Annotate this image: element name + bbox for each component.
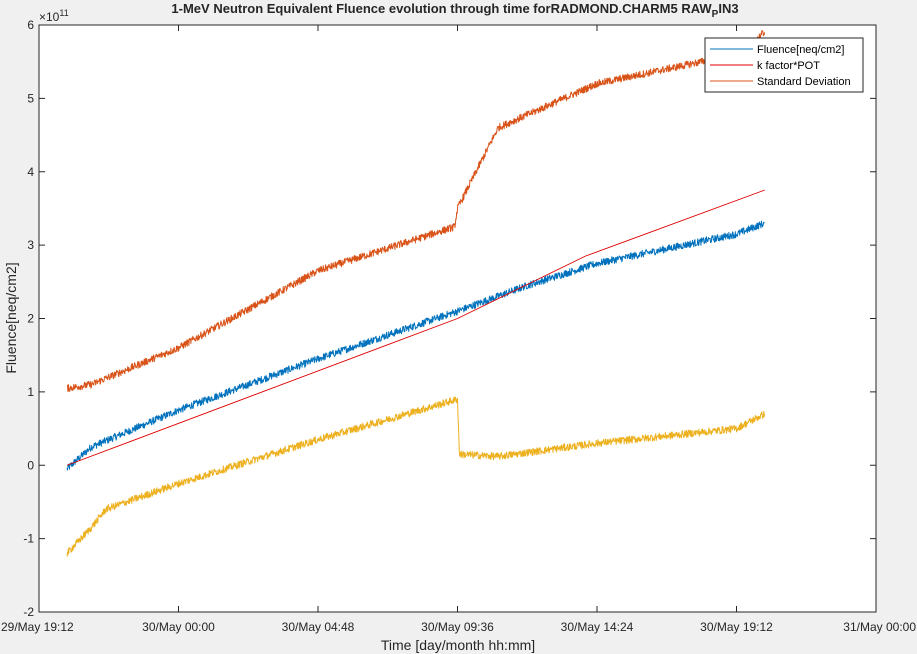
y-tick-label: -1 bbox=[23, 532, 34, 546]
y-tick-label: 5 bbox=[27, 91, 34, 105]
axis-layer: -2 -1 0 1 2 3 4 5 6 29/May 19:12 30/May 00:00 30/Ma… bbox=[1, 18, 916, 634]
series-line-3 bbox=[66, 30, 766, 392]
y-axis-label: Fluence[neq/cm2] bbox=[3, 262, 19, 373]
chart-title-tail: IN3 bbox=[718, 1, 738, 16]
x-tick-label: 30/May 19:12 bbox=[700, 620, 773, 634]
y-tick-label: 2 bbox=[27, 312, 34, 326]
y-tick-label: 6 bbox=[27, 18, 34, 32]
y-tick-label: 0 bbox=[27, 458, 34, 472]
series-layer bbox=[66, 30, 766, 557]
legend-entry-label: Fluence[neq/cm2] bbox=[757, 44, 844, 56]
chart-title-main: 1-MeV Neutron Equivalent Fluence evoluti… bbox=[171, 1, 712, 16]
x-tick-label: 30/May 09:36 bbox=[421, 620, 494, 634]
chart-title: 1-MeV Neutron Equivalent Fluence evoluti… bbox=[171, 1, 738, 20]
series-line-4 bbox=[66, 396, 766, 557]
x-axis-label: Time [day/month hh:mm] bbox=[381, 637, 535, 653]
legend: Fluence[neq/cm2] k factor*POT Standard Dev… bbox=[704, 37, 864, 93]
y-exponent-base: ×10 bbox=[39, 10, 60, 24]
y-tick-label: 1 bbox=[27, 385, 34, 399]
y-exponent-power: 11 bbox=[59, 8, 68, 18]
chart-title-subscript: P bbox=[712, 9, 719, 20]
x-tick-label: 30/May 14:24 bbox=[561, 620, 634, 634]
series-line-1 bbox=[66, 220, 765, 471]
x-tick-label: 31/May 00:00 bbox=[843, 620, 916, 634]
legend-entry-label: k factor*POT bbox=[757, 60, 820, 72]
x-tick-label: 29/May 19:12 bbox=[1, 620, 74, 634]
y-tick-label: 3 bbox=[27, 238, 34, 252]
series-line-2 bbox=[66, 189, 765, 466]
x-tick-label: 30/May 04:48 bbox=[282, 620, 355, 634]
legend-entry-label: Standard Deviation bbox=[757, 76, 851, 88]
y-tick-label: -2 bbox=[23, 605, 34, 619]
y-tick-label: 4 bbox=[27, 165, 34, 179]
x-tick-label: 30/May 00:00 bbox=[142, 620, 215, 634]
y-exponent-label: ×1011 bbox=[39, 8, 69, 24]
